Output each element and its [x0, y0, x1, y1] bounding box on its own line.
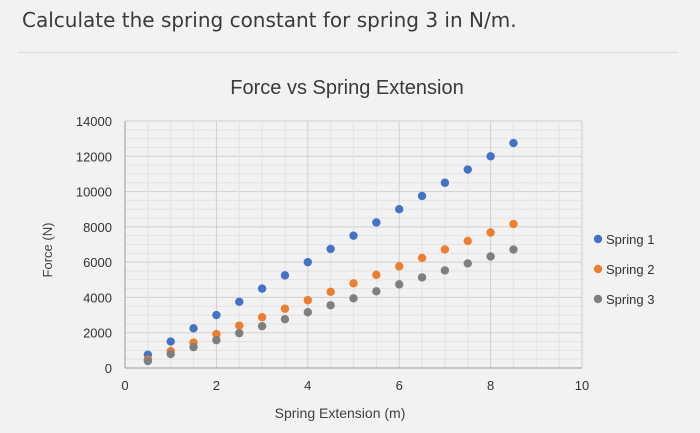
- data-point: [349, 279, 358, 288]
- data-point: [417, 253, 427, 263]
- data-points: [143, 138, 518, 366]
- data-point: [212, 310, 221, 320]
- legend-entry: Spring 2: [593, 262, 654, 277]
- legend-marker: [593, 264, 603, 274]
- series-1: [143, 138, 518, 359]
- x-tick-label: 10: [575, 378, 589, 393]
- y-tick-label: 2000: [83, 326, 112, 341]
- data-point: [463, 259, 472, 268]
- data-point: [212, 329, 221, 339]
- x-tick-labels: 0 2 4 6 8 10: [121, 378, 589, 393]
- x-tick-label: 4: [304, 378, 311, 393]
- divider: [18, 52, 678, 53]
- axes: [124, 121, 582, 369]
- data-point: [395, 262, 404, 271]
- legend-entry: Spring 1: [593, 232, 654, 247]
- legend-label: Spring 1: [606, 232, 654, 247]
- data-point: [509, 219, 518, 229]
- data-point: [486, 152, 495, 161]
- y-tick-label: 4000: [83, 290, 112, 305]
- data-point: [280, 315, 290, 324]
- data-point: [326, 244, 335, 254]
- data-point: [303, 308, 312, 317]
- data-point: [372, 270, 381, 280]
- legend-marker: [593, 234, 603, 244]
- data-point: [486, 228, 495, 237]
- x-tick-label: 0: [121, 378, 128, 393]
- y-tick-label: 6000: [83, 255, 112, 270]
- y-tick-label: 0: [105, 361, 112, 376]
- data-point: [303, 296, 312, 305]
- data-point: [166, 349, 175, 359]
- data-point: [395, 280, 404, 289]
- legend-label: Spring 3: [606, 292, 654, 307]
- question-text: Calculate the spring constant for spring…: [22, 8, 517, 32]
- y-tick-label: 8000: [83, 220, 112, 235]
- legend-marker: [593, 294, 603, 304]
- series-3: [143, 245, 518, 366]
- data-point: [395, 205, 404, 214]
- data-point: [326, 301, 335, 310]
- data-point: [280, 271, 290, 280]
- y-tick-label: 14000: [76, 114, 112, 129]
- data-point: [349, 294, 358, 303]
- y-tick-label: 10000: [76, 185, 112, 200]
- data-point: [189, 342, 198, 352]
- data-point: [440, 178, 450, 187]
- x-axis-label: Spring Extension (m): [275, 405, 406, 421]
- data-point: [143, 356, 153, 366]
- data-point: [235, 328, 244, 338]
- data-point: [235, 297, 244, 307]
- y-tick-labels: 0 2000 4000 6000 8000 10000 12000 14000: [76, 114, 112, 376]
- data-point: [417, 273, 427, 282]
- data-point: [463, 236, 472, 246]
- data-point: [212, 335, 221, 345]
- data-point: [417, 191, 427, 201]
- data-point: [257, 321, 267, 331]
- data-point: [463, 165, 472, 174]
- legend: Spring 1 Spring 2 Spring 3: [593, 232, 654, 307]
- legend-entry: Spring 3: [593, 292, 654, 307]
- x-tick-label: 6: [396, 378, 403, 393]
- x-tick-label: 8: [487, 378, 494, 393]
- data-point: [257, 312, 267, 322]
- data-point: [326, 287, 335, 296]
- y-axis-label: Force (N): [40, 223, 55, 278]
- y-tick-label: 12000: [76, 149, 112, 164]
- data-point: [440, 266, 450, 275]
- data-point: [257, 284, 267, 293]
- data-point: [280, 304, 290, 313]
- data-point: [440, 245, 450, 254]
- data-point: [349, 231, 358, 240]
- data-point: [509, 138, 518, 148]
- data-point: [235, 321, 244, 330]
- x-tick-label: 2: [213, 378, 220, 393]
- data-point: [486, 252, 495, 261]
- legend-label: Spring 2: [606, 262, 654, 277]
- data-point: [372, 287, 381, 296]
- data-point: [509, 245, 518, 254]
- data-point: [303, 257, 312, 267]
- data-point: [372, 218, 381, 227]
- data-point: [189, 324, 198, 333]
- data-point: [166, 337, 175, 346]
- chart-title: Force vs Spring Extension: [230, 77, 463, 99]
